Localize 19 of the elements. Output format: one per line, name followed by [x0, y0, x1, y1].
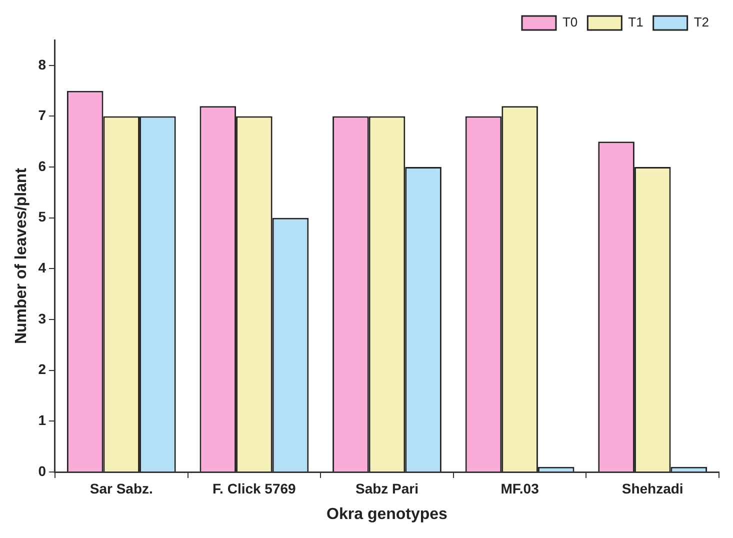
legend-label: T0 [562, 14, 578, 30]
x-tick-label: Sar Sabz. [90, 480, 153, 496]
y-tick-label: 2 [38, 361, 46, 378]
y-tick-label: 1 [38, 412, 46, 428]
x-axis-title: Okra genotypes [326, 506, 448, 523]
y-tick-label: 6 [38, 158, 46, 174]
x-tick-label: Shehzadi [622, 480, 684, 496]
x-tick-label: MF.03 [500, 480, 540, 496]
y-tick-label: 3 [38, 310, 46, 326]
y-tick-label: 8 [38, 56, 46, 72]
y-tick-label: 0 [38, 462, 46, 479]
x-tick-label: F. Click 5769 [212, 480, 296, 496]
y-axis-title: Number of leaves/plant [13, 167, 30, 344]
x-tick-label: Sabz Pari [355, 480, 419, 496]
legend-label: T2 [694, 14, 709, 30]
legend-label: T1 [628, 14, 644, 30]
y-tick-label: 4 [38, 260, 46, 276]
y-tick-label: 5 [38, 208, 46, 225]
y-tick-label: 7 [38, 107, 46, 124]
